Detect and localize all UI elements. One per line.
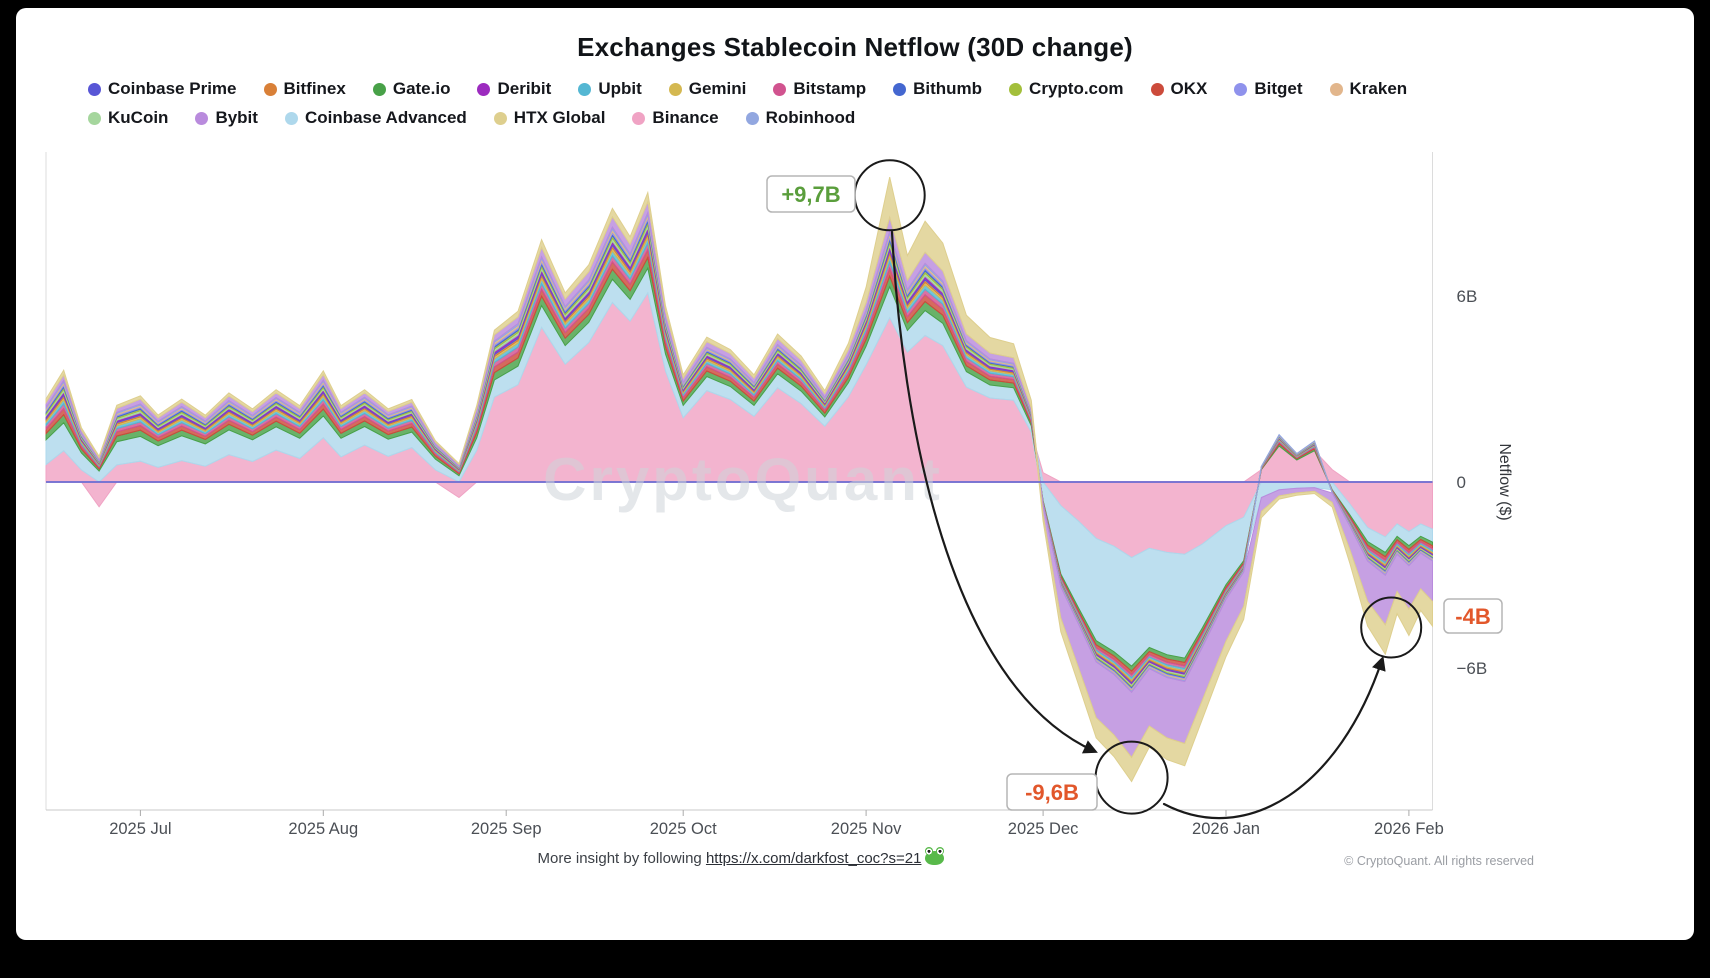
y-axis: 6B 0 −6B Netflow ($): [1457, 287, 1514, 678]
annotations: +9,7B -9,6B -4B: [766, 159, 1503, 820]
legend-item-coinbase-advanced[interactable]: Coinbase Advanced: [284, 108, 467, 128]
legend-dot-icon: [1150, 82, 1164, 96]
insight-text: More insight by following: [537, 850, 706, 867]
legend-label: Binance: [652, 108, 719, 127]
x-axis: 2025 Jul 2025 Aug 2025 Sep 2025 Oct 2025 Nov…: [109, 810, 1444, 838]
y-tick-label: 6B: [1457, 287, 1478, 306]
legend-dot-icon: [195, 111, 209, 125]
area-htx-global: [45, 176, 1433, 783]
legend-item-deribit[interactable]: Deribit: [477, 79, 551, 99]
legend-dot-icon: [578, 82, 592, 96]
legend-item-bithumb[interactable]: Bithumb: [893, 79, 982, 99]
legend-item-kraken[interactable]: Kraken: [1329, 79, 1408, 99]
legend-label: Gate.io: [392, 79, 451, 98]
legend-item-gate-io[interactable]: Gate.io: [372, 79, 451, 99]
legend-item-upbit[interactable]: Upbit: [578, 79, 642, 99]
legend-dot-icon: [1009, 82, 1023, 96]
legend-label: Deribit: [497, 79, 552, 98]
arrow-peak-to-trough: [890, 230, 1098, 754]
legend-dot-icon: [773, 82, 787, 96]
chart-card: Exchanges Stablecoin Netflow (30D change…: [16, 8, 1694, 940]
legend-label: Crypto.com: [1029, 79, 1124, 98]
x-tick-label: 2025 Sep: [471, 820, 542, 838]
annotation-box-end-label: [1443, 598, 1503, 634]
annotation-box-trough-label: [1006, 773, 1098, 811]
legend-item-bitfinex[interactable]: Bitfinex: [263, 79, 346, 99]
legend-label: Upbit: [598, 79, 642, 98]
legend-label: Bithumb: [913, 79, 983, 98]
annotation-text-peak-label: +9,7B: [781, 182, 840, 207]
annotation-text-end-label: -4B: [1455, 604, 1490, 629]
legend-dot-icon: [493, 111, 507, 125]
frog-icon: [925, 847, 945, 865]
legend-dot-icon: [88, 111, 101, 125]
legend-dot-icon: [372, 82, 386, 96]
legend-label: HTX Global: [513, 108, 606, 127]
copyright-text: © CryptoQuant. All rights reserved: [1344, 854, 1534, 868]
annotation-end-circle: [1360, 596, 1423, 659]
legend-label: Coinbase Advanced: [304, 108, 467, 127]
legend-label: KuCoin: [108, 108, 169, 127]
legend-item-crypto-com[interactable]: Crypto.com: [1009, 79, 1124, 99]
x-tick-label: 2025 Dec: [1008, 820, 1079, 838]
annotation-text-trough-label: -9,6B: [1025, 780, 1079, 805]
x-tick-label: 2026 Jan: [1192, 820, 1260, 838]
legend-dot-icon: [477, 82, 491, 96]
legend-dot-icon: [632, 111, 646, 125]
legend-label: Bybit: [215, 108, 258, 127]
legend-item-bybit[interactable]: Bybit: [195, 108, 258, 128]
legend-dot-icon: [1234, 82, 1248, 96]
legend-item-binance[interactable]: Binance: [632, 108, 719, 128]
legend-dot-icon: [88, 82, 101, 96]
legend-dot-icon: [1329, 82, 1343, 96]
legend-item-gemini[interactable]: Gemini: [668, 79, 747, 99]
legend-item-bitstamp[interactable]: Bitstamp: [773, 79, 866, 99]
x-tick-label: 2025 Aug: [288, 820, 358, 838]
x-tick-label: 2025 Jul: [109, 820, 171, 838]
legend-label: Bitfinex: [283, 79, 346, 98]
legend-item-htx-global[interactable]: HTX Global: [493, 108, 606, 128]
legend-dot-icon: [893, 82, 907, 96]
cryptoquant-watermark: CryptoQuant: [543, 446, 943, 513]
legend-label: OKX: [1170, 79, 1208, 98]
legend-label: Gemini: [688, 79, 747, 98]
x-tick-label: 2025 Nov: [831, 820, 902, 838]
legend-item-bitget[interactable]: Bitget: [1234, 79, 1303, 99]
legend-label: Robinhood: [765, 108, 856, 127]
x-tick-label: 2025 Oct: [650, 820, 717, 838]
legend-dot-icon: [263, 82, 277, 96]
legend-label: Bitstamp: [793, 79, 867, 98]
arrow-trough-to-end: [1162, 655, 1386, 820]
y-tick-label: −6B: [1457, 659, 1488, 678]
legend-label: Kraken: [1349, 79, 1408, 98]
legend-item-coinbase-prime[interactable]: Coinbase Prime: [88, 79, 237, 99]
page-title: Exchanges Stablecoin Netflow (30D change…: [577, 32, 1133, 62]
stacked-areas: [45, 176, 1433, 783]
legend-dot-icon: [668, 82, 682, 96]
x-tick-label: 2026 Feb: [1374, 820, 1444, 838]
annotation-box-peak-label: [766, 175, 856, 213]
footer-insight: More insight by following https://x.com/…: [16, 847, 1466, 867]
legend-label: Coinbase Prime: [108, 79, 237, 98]
legend-label: Bitget: [1254, 79, 1303, 98]
legend-item-kucoin[interactable]: KuCoin: [88, 108, 168, 128]
legend-item-okx[interactable]: OKX: [1150, 79, 1208, 99]
legend-dot-icon: [284, 111, 298, 125]
darkfost-link[interactable]: https://x.com/darkfost_coc?s=21: [705, 850, 922, 867]
y-axis-title: Netflow ($): [1496, 443, 1513, 520]
legend-item-robinhood[interactable]: Robinhood: [745, 108, 856, 128]
legend: Coinbase Prime Bitfinex Gate.io Deribit Upbi…: [88, 79, 1694, 128]
y-tick-label: 0: [1457, 473, 1466, 492]
legend-dot-icon: [745, 111, 759, 125]
